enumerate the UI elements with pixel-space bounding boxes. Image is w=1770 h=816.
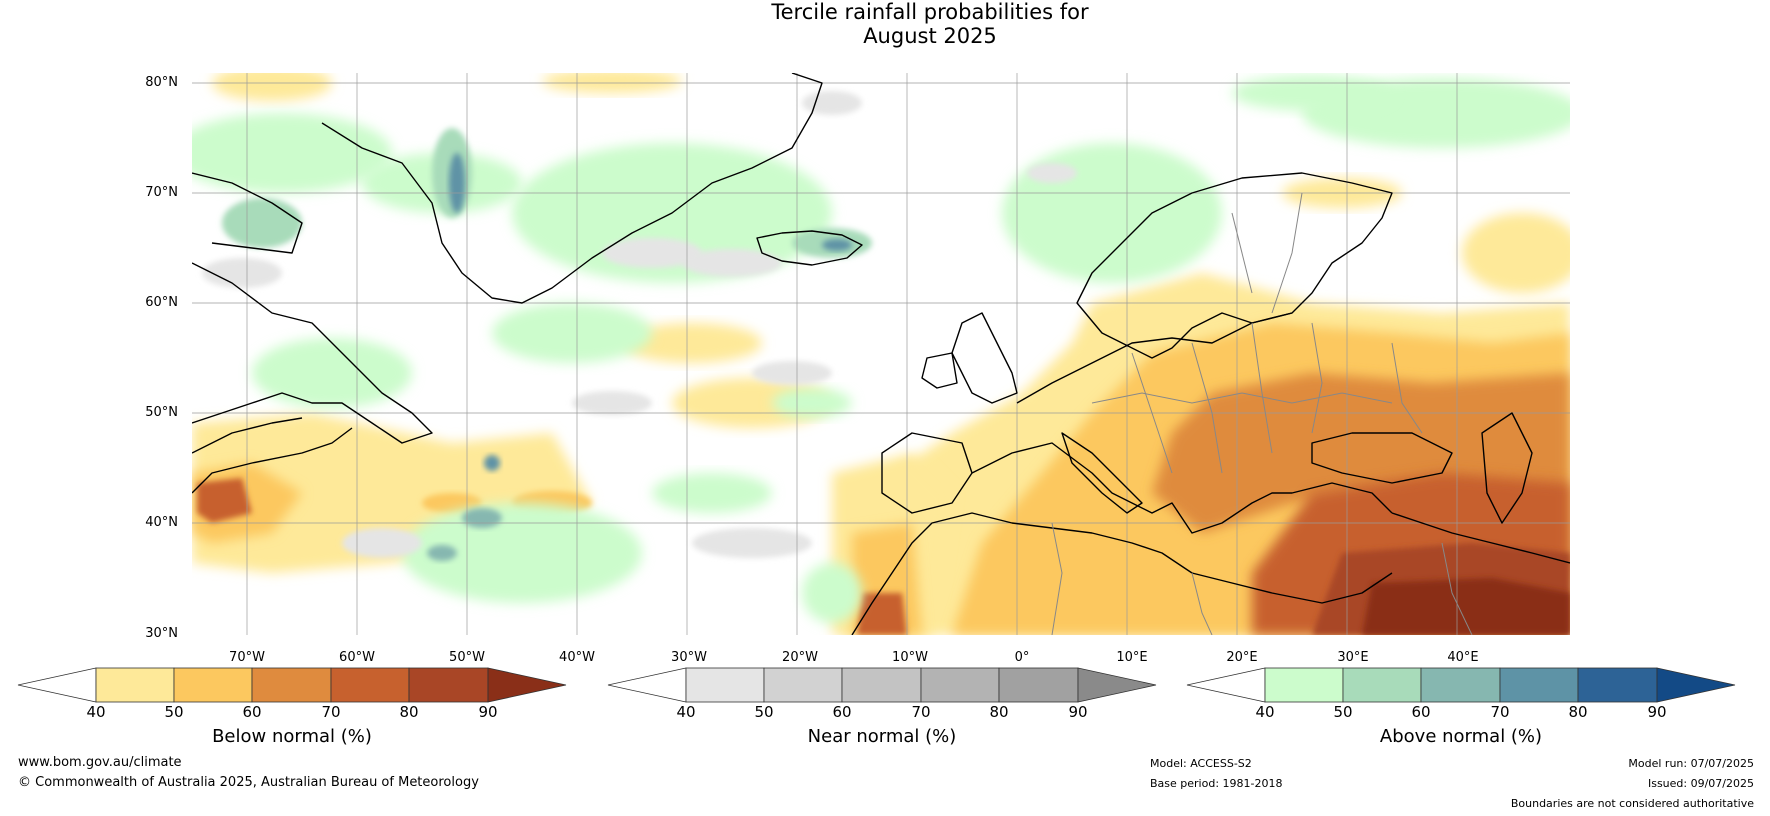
near-cbar-40-50 [685,667,765,703]
above-normal-colorbar [1186,667,1736,703]
below-tick-60: 60 [242,703,262,721]
above-tick-40: 40 [1255,703,1275,721]
lat-label-70n: 70°N [145,185,178,200]
below-tick-70: 70 [321,703,341,721]
below-normal-colorbar [17,667,567,703]
base-period-text: Base period: 1981-2018 [1150,777,1283,790]
lon-label-20w: 20°W [782,650,818,665]
lat-label-60n: 60°N [145,295,178,310]
country-borders [1051,192,1473,635]
near-cbar-80-90 [998,667,1079,703]
lon-label-60w: 60°W [339,650,375,665]
below-normal-label: Below normal (%) [212,726,372,747]
near-normal-colorbar [607,667,1157,703]
below-cbar-min-extension [17,667,97,703]
near-cbar-60-70 [841,667,922,703]
coastlines [192,73,1570,635]
near-tick-90: 90 [1068,703,1088,721]
colorbars [17,667,1736,703]
lon-label-50w: 50°W [449,650,485,665]
above-tick-80: 80 [1568,703,1588,721]
below-tick-90: 90 [478,703,498,721]
below-normal-shading [192,73,1570,635]
lat-label-40n: 40°N [145,515,178,530]
above-cbar-50-60 [1342,667,1422,703]
above-tick-60: 60 [1411,703,1431,721]
above-tick-90: 90 [1647,703,1667,721]
lon-label-0: 0° [1014,650,1030,665]
below-cbar-80-90 [408,667,489,703]
below-cbar-60-70 [251,667,332,703]
above-cbar-40-50 [1264,667,1344,703]
near-cbar-50-60 [763,667,843,703]
above-cbar-max-extension [1656,667,1736,703]
model-text: Model: ACCESS-S2 [1150,757,1252,770]
issued-text: Issued: 09/07/2025 [1647,777,1754,790]
boundaries-disclaimer: Boundaries are not considered authoritat… [1510,797,1754,810]
lon-label-20e: 20°E [1226,650,1258,665]
near-tick-80: 80 [989,703,1009,721]
title-line-2: August 2025 [863,24,997,48]
lat-label-50n: 50°N [145,405,178,420]
below-tick-40: 40 [86,703,106,721]
copyright-text: © Commonwealth of Australia 2025, Austra… [18,775,479,790]
lat-label-80n: 80°N [145,75,178,90]
lon-label-10e: 10°E [1116,650,1148,665]
lat-label-30n: 30°N [145,626,178,641]
near-tick-70: 70 [911,703,931,721]
below-cbar-max-extension [487,667,567,703]
map-canvas [192,73,1570,635]
above-cbar-70-80 [1499,667,1579,703]
below-tick-50: 50 [164,703,184,721]
lon-label-30w: 30°W [671,650,707,665]
above-normal-label: Above normal (%) [1379,726,1543,747]
near-tick-40: 40 [676,703,696,721]
model-run-text: Model run: 07/07/2025 [1628,757,1754,770]
above-cbar-min-extension [1186,667,1266,703]
below-cbar-40-50 [95,667,175,703]
below-cbar-70-80 [330,667,410,703]
near-normal-label: Near normal (%) [807,726,957,747]
below-cbar-50-60 [173,667,253,703]
above-tick-50: 50 [1333,703,1353,721]
near-cbar-70-80 [920,667,1000,703]
above-cbar-60-70 [1420,667,1501,703]
website-link[interactable]: www.bom.gov.au/climate [18,755,182,770]
above-tick-70: 70 [1490,703,1510,721]
lon-label-70w: 70°W [229,650,265,665]
lon-label-40e: 40°E [1447,650,1479,665]
rainfall-map [192,73,1570,635]
title-line-1: Tercile rainfall probabilities for [771,0,1089,24]
near-cbar-max-extension [1077,667,1157,703]
map-title: Tercile rainfall probabilities for Augus… [0,0,1770,48]
near-normal-shading [202,91,1077,558]
lon-label-40w: 40°W [559,650,595,665]
near-cbar-min-extension [607,667,687,703]
lon-label-10w: 10°W [892,650,928,665]
lon-label-30e: 30°E [1337,650,1369,665]
below-tick-80: 80 [399,703,419,721]
near-tick-50: 50 [754,703,774,721]
above-cbar-80-90 [1577,667,1658,703]
graticule [192,73,1570,635]
near-tick-60: 60 [832,703,852,721]
